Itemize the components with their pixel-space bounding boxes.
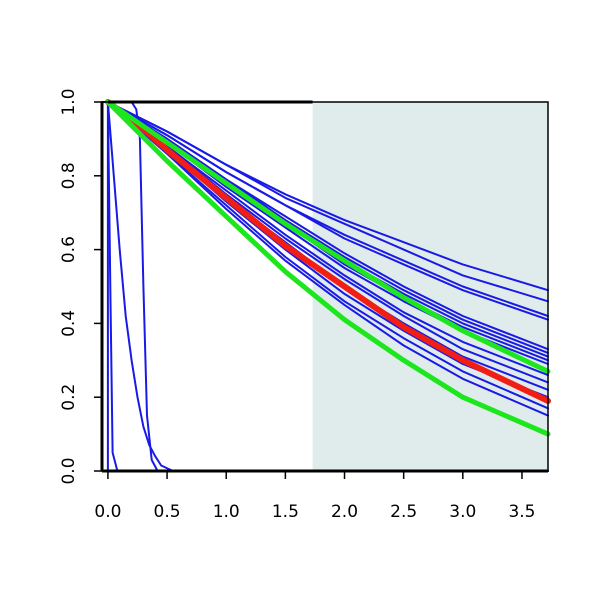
series-line-blue-19 <box>106 101 549 417</box>
x-tick-label: 3.0 <box>449 502 476 522</box>
y-tick-label: 0.8 <box>59 162 79 189</box>
x-tick-label: 2.5 <box>390 502 417 522</box>
shaded-region <box>312 102 548 471</box>
series-line-blue-3 <box>106 101 549 472</box>
shaded-region-layer <box>312 102 548 471</box>
series-line-blue-8 <box>106 101 549 321</box>
x-tick-label: 3.5 <box>508 502 535 522</box>
x-tick-label: 0.0 <box>94 502 121 522</box>
series-line-blue-4 <box>106 101 549 472</box>
x-tick-label: 1.5 <box>272 502 299 522</box>
y-axis: 0.0 0.2 0.4 0.6 0.8 1.0 <box>59 88 102 485</box>
y-tick-label: 0.6 <box>59 236 79 263</box>
y-tick-label: 1.0 <box>59 88 79 115</box>
series-line-green-21 <box>105 99 551 374</box>
series-line-red-20 <box>104 99 551 404</box>
y-tick-label: 0.0 <box>59 457 79 484</box>
series-line-blue-6 <box>106 101 549 303</box>
x-tick-label: 1.0 <box>213 502 240 522</box>
series-line-green-22 <box>105 99 551 437</box>
x-axis: 0.0 0.5 1.0 1.5 2.0 2.5 3.0 3.5 <box>94 471 535 522</box>
x-tick-label: 2.0 <box>331 502 358 522</box>
y-tick-label: 0.4 <box>59 310 79 337</box>
series-layer <box>101 99 551 472</box>
x-tick-label: 0.5 <box>154 502 181 522</box>
frame-layer <box>100 100 549 473</box>
y-tick-label: 0.2 <box>59 384 79 411</box>
